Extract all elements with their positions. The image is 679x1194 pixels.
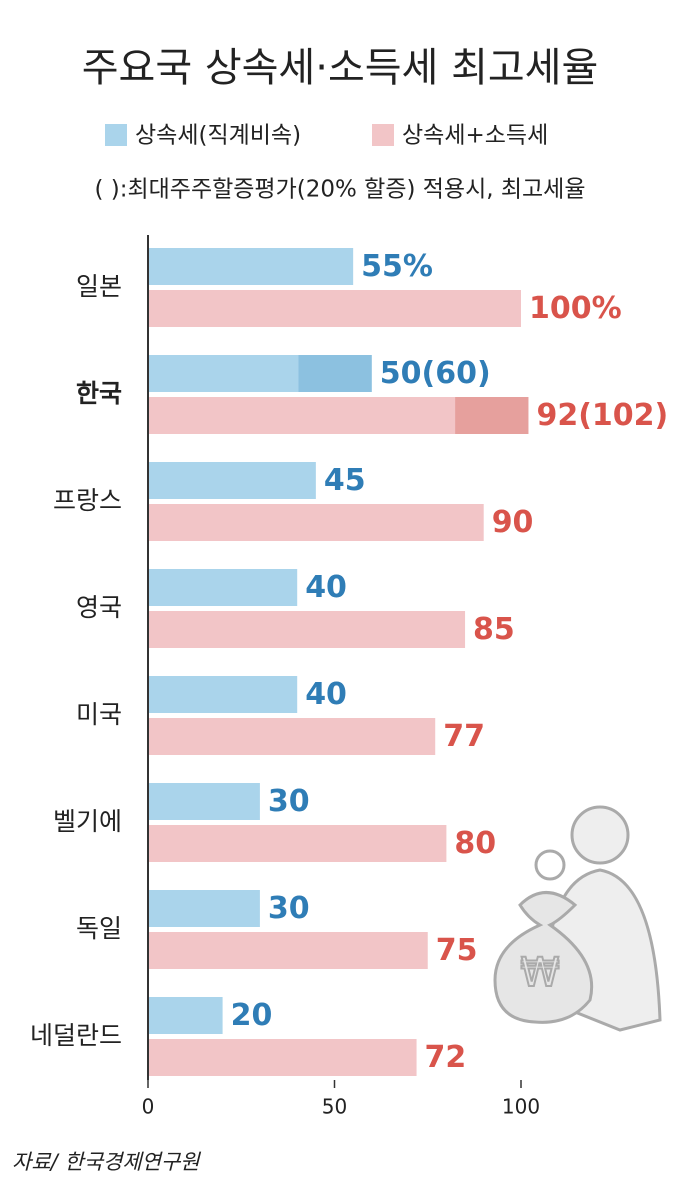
value-label: 100% [529, 291, 622, 326]
svg-text:₩: ₩ [520, 950, 560, 996]
value-label: 85 [473, 612, 515, 647]
x-tick-label: 50 [322, 1095, 347, 1119]
bar [148, 397, 492, 434]
value-label: 92(102) [536, 398, 668, 433]
x-tick-label: 0 [142, 1095, 155, 1119]
y-tick-label: 벨기에 [53, 807, 122, 836]
bar [148, 783, 260, 820]
legend-label: 상속세(직계비속) [135, 123, 301, 149]
bar-extension [455, 397, 529, 434]
bar [148, 718, 436, 755]
source: 자료/ 한국경제연구원 [12, 1150, 201, 1174]
value-label: 45 [324, 463, 366, 498]
bar [148, 890, 260, 927]
value-label: 72 [425, 1040, 467, 1075]
bar [148, 248, 354, 285]
value-label: 75 [436, 933, 478, 968]
bar [148, 569, 298, 606]
legend-swatch [105, 124, 127, 146]
bar [148, 462, 316, 499]
y-tick-label: 네덜란드 [30, 1021, 122, 1050]
y-tick-label: 프랑스 [53, 486, 122, 515]
value-label: 55% [361, 249, 433, 284]
value-label: 30 [268, 891, 310, 926]
note: ( ):최대주주할증평가(20% 할증) 적용시, 최고세율 [94, 177, 585, 203]
y-tick-label: 독일 [76, 914, 122, 943]
y-tick-label: 일본 [76, 272, 122, 301]
bar [148, 504, 484, 541]
bar [148, 997, 223, 1034]
value-label: 80 [454, 826, 496, 861]
y-tick-label: 미국 [76, 700, 122, 729]
y-tick-label: 영국 [76, 593, 122, 622]
bar [148, 1039, 417, 1076]
bar [148, 676, 298, 713]
value-label: 20 [231, 998, 273, 1033]
value-label: 77 [443, 719, 485, 754]
x-tick-label: 100 [502, 1095, 540, 1119]
value-label: 40 [305, 570, 347, 605]
bar-extension [298, 355, 372, 392]
value-label: 40 [305, 677, 347, 712]
icon: ₩ [493, 805, 662, 1032]
bar [148, 825, 447, 862]
bar [148, 932, 428, 969]
bar [148, 290, 521, 327]
legend-label: 상속세+소득세 [402, 123, 548, 149]
legend-swatch [372, 124, 394, 146]
bar [148, 611, 466, 648]
value-label: 30 [268, 784, 310, 819]
chart-title: 주요국 상속세·소득세 최고세율 [82, 45, 599, 91]
value-label: 50(60) [380, 356, 491, 391]
value-label: 90 [492, 505, 534, 540]
y-tick-label: 한국 [76, 379, 122, 408]
